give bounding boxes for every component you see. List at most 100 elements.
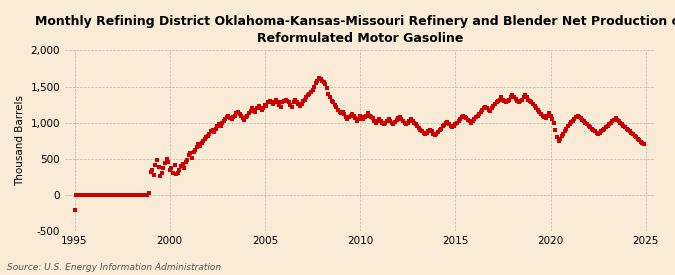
Point <box>271 98 281 103</box>
Point <box>172 170 183 175</box>
Point <box>299 97 310 102</box>
Point <box>326 99 337 103</box>
Point <box>416 129 427 134</box>
Point <box>296 102 307 106</box>
Point <box>446 123 456 128</box>
Title: Monthly Refining District Oklahoma-Kansas-Missouri Refinery and Blender Net Prod: Monthly Refining District Oklahoma-Kansa… <box>35 15 675 45</box>
Point <box>371 120 381 125</box>
Point <box>98 193 109 197</box>
Point <box>636 139 647 144</box>
Point <box>115 193 126 197</box>
Point <box>215 123 226 128</box>
Point <box>575 116 586 121</box>
Point <box>626 131 637 135</box>
Point <box>510 97 521 101</box>
Point <box>450 122 461 127</box>
Point <box>516 97 527 102</box>
Point <box>130 193 140 197</box>
Point <box>290 98 300 103</box>
Point <box>356 115 367 119</box>
Point <box>125 193 136 197</box>
Point <box>624 129 635 134</box>
Point <box>298 99 308 103</box>
Point <box>101 193 112 197</box>
Point <box>199 136 210 141</box>
Point <box>238 116 248 121</box>
Point <box>239 118 250 122</box>
Point <box>163 160 173 164</box>
Point <box>455 117 466 121</box>
Point <box>315 77 326 81</box>
Point <box>528 102 539 106</box>
Point <box>148 173 159 177</box>
Point <box>475 110 486 114</box>
Point <box>310 81 321 85</box>
Point <box>113 193 124 197</box>
Point <box>589 129 600 134</box>
Point <box>442 120 453 124</box>
Point <box>321 86 332 90</box>
Point <box>468 119 479 123</box>
Point <box>71 193 82 197</box>
Point <box>485 109 495 113</box>
Point <box>435 126 446 131</box>
Point <box>591 131 602 135</box>
Point <box>196 141 207 145</box>
Point <box>240 115 251 119</box>
Point <box>574 115 585 119</box>
Point <box>234 112 245 116</box>
Point <box>293 102 304 106</box>
Point <box>185 151 196 155</box>
Point <box>265 99 275 103</box>
Point <box>580 120 591 125</box>
Point <box>202 134 213 138</box>
Point <box>616 122 627 127</box>
Point <box>443 122 454 127</box>
Point <box>541 116 551 121</box>
Point <box>526 100 537 105</box>
Point <box>407 118 418 123</box>
Point <box>514 100 524 105</box>
Point <box>453 119 464 123</box>
Point <box>489 102 500 106</box>
Point <box>236 114 246 119</box>
Point <box>117 193 128 197</box>
Point <box>634 138 645 142</box>
Point <box>77 193 88 197</box>
Point <box>394 115 405 119</box>
Point <box>211 127 221 131</box>
Point <box>301 95 312 100</box>
Point <box>171 172 182 176</box>
Point <box>542 113 553 118</box>
Point <box>447 125 458 129</box>
Point <box>201 135 212 139</box>
Point <box>594 131 605 135</box>
Point <box>312 79 323 83</box>
Point <box>186 155 197 160</box>
Point <box>545 113 556 118</box>
Point <box>85 193 96 197</box>
Point <box>470 115 481 119</box>
Point <box>213 122 224 127</box>
Point <box>218 119 229 123</box>
Point <box>95 193 105 197</box>
Point <box>615 120 626 125</box>
Point <box>499 99 510 103</box>
Point <box>144 191 155 195</box>
Point <box>304 92 315 96</box>
Point <box>277 100 288 105</box>
Point <box>103 193 113 197</box>
Point <box>377 120 388 125</box>
Point <box>217 120 227 125</box>
Point <box>429 133 440 137</box>
Point <box>392 118 402 122</box>
Point <box>164 168 175 172</box>
Point <box>418 131 429 135</box>
Point <box>518 95 529 100</box>
Point <box>487 106 497 111</box>
Point <box>547 117 558 121</box>
Point <box>379 122 389 127</box>
Point <box>599 126 610 131</box>
Point <box>362 111 373 116</box>
Point <box>320 82 331 87</box>
